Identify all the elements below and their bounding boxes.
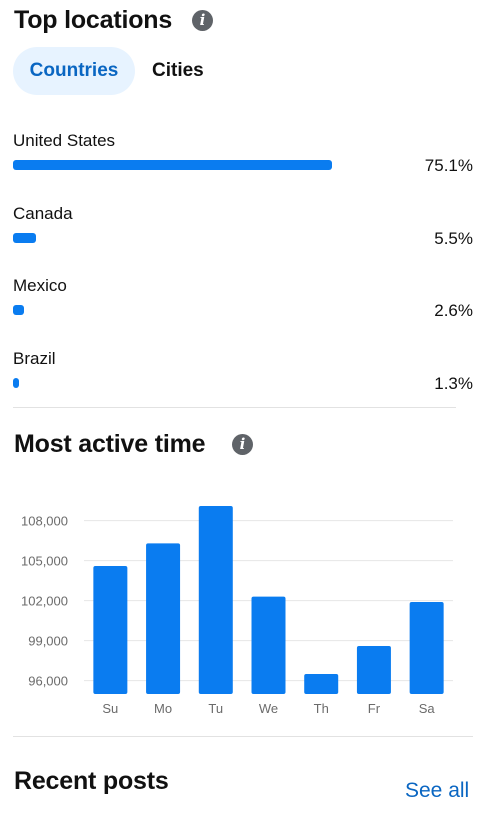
tab-countries[interactable]: Countries xyxy=(13,47,135,95)
location-percent: 1.3% xyxy=(434,373,473,393)
x-tick-label: Tu xyxy=(208,701,223,716)
location-percent: 5.5% xyxy=(434,228,473,248)
x-tick-label: Th xyxy=(314,701,329,716)
most-active-time-title: Most active time xyxy=(14,430,206,458)
divider xyxy=(13,736,473,737)
location-bar xyxy=(13,160,333,170)
location-bar xyxy=(13,377,19,388)
info-icon[interactable]: i xyxy=(192,10,213,31)
x-tick-label: Fr xyxy=(368,701,381,716)
x-tick-label: Sa xyxy=(419,701,436,716)
bar-tu xyxy=(198,506,233,694)
divider xyxy=(13,407,456,408)
bar-mo xyxy=(146,543,181,694)
y-tick-label: 99,000 xyxy=(28,634,68,649)
x-tick-label: Su xyxy=(102,701,118,716)
see-all-link[interactable]: See all xyxy=(405,779,470,802)
bar-sa xyxy=(409,602,444,694)
bar-we xyxy=(251,596,286,694)
y-tick-label: 102,000 xyxy=(21,594,68,609)
location-name: United States xyxy=(13,131,116,150)
location-name: Brazil xyxy=(13,348,56,368)
bar-fr xyxy=(356,646,391,694)
bar-th xyxy=(304,674,339,694)
info-icon[interactable]: i xyxy=(232,434,253,455)
location-bar xyxy=(13,305,25,315)
location-name: Canada xyxy=(13,203,73,223)
location-percent: 2.6% xyxy=(434,301,473,320)
bar-su xyxy=(93,566,128,694)
top-locations-title: Top locations xyxy=(14,6,173,34)
x-tick-label: Mo xyxy=(154,701,172,716)
recent-posts-title: Recent posts xyxy=(14,767,169,795)
y-tick-label: 108,000 xyxy=(21,514,68,529)
y-tick-label: 96,000 xyxy=(28,674,68,689)
x-tick-label: We xyxy=(259,701,278,716)
y-tick-label: 105,000 xyxy=(21,554,68,569)
location-bar xyxy=(13,232,37,243)
most-active-time-chart: 96,000 99,000 102,000 105,000 108,000 Su Mo Tu W… xyxy=(21,506,453,716)
location-percent: 75.1% xyxy=(424,156,473,175)
tab-cities[interactable]: Cities xyxy=(152,60,204,81)
location-name: Mexico xyxy=(13,276,67,295)
